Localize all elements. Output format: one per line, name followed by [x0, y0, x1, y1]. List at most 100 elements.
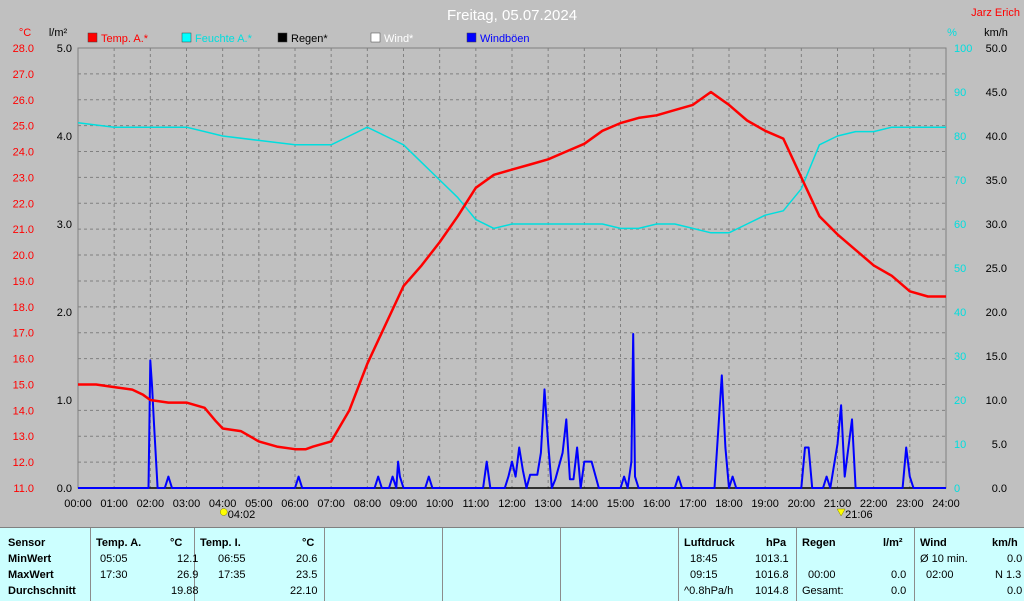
sunrise-icon: [220, 508, 228, 516]
temp-tick-label: 17.0: [13, 328, 34, 340]
x-tick-label: 13:00: [534, 498, 562, 510]
legend-label: Feuchte A.*: [195, 33, 253, 45]
temp-i-header: Temp. I.: [200, 537, 241, 549]
temp-tick-label: 13.0: [13, 431, 34, 443]
pressure-trend: ^0.8hPa/h: [684, 585, 734, 597]
x-tick-label: 19:00: [751, 498, 779, 510]
humidity-tick-label: 100: [954, 43, 972, 55]
row-label-max: MaxWert: [8, 569, 54, 581]
wind-tick-label: 15.0: [986, 351, 1007, 363]
humidity-tick-label: 90: [954, 87, 966, 99]
row-label-avg: Durchschnitt: [8, 585, 76, 597]
wind-axis-unit: km/h: [984, 27, 1008, 39]
wind-tick-label: 50.0: [986, 43, 1007, 55]
rain-max-value: 0.0: [891, 569, 907, 581]
wind-gust-line: [78, 333, 946, 489]
rain-header: Regen: [802, 537, 836, 549]
temp-i-max-time: 17:35: [218, 569, 246, 581]
pressure-unit: hPa: [766, 537, 787, 549]
x-tick-label: 02:00: [137, 498, 165, 510]
humidity-tick-label: 70: [954, 175, 966, 187]
wind-avg2-value: 0.0: [1007, 585, 1023, 597]
x-tick-label: 22:00: [860, 498, 888, 510]
wind-avg-value: 0.0: [1007, 553, 1023, 565]
rain-tick-label: 2.0: [57, 307, 72, 319]
wind-avg-label: Ø 10 min.: [920, 553, 968, 565]
row-label-min: MinWert: [8, 553, 52, 565]
x-tick-label: 20:00: [788, 498, 816, 510]
legend-swatch: [181, 32, 192, 43]
rain-tick-label: 1.0: [57, 395, 72, 407]
wind-unit: km/h: [992, 537, 1018, 549]
chart-author: Jarz Erich: [971, 7, 1020, 19]
temp-axis-unit: °C: [19, 27, 31, 39]
temp-i-avg-value: 22.10: [290, 585, 318, 597]
pressure-min-time: 18:45: [690, 553, 718, 565]
legend-swatch: [277, 32, 288, 43]
temperature-line: [78, 90, 946, 451]
temp-i-min-value: 20.6: [296, 553, 318, 565]
x-tick-label: 01:00: [100, 498, 128, 510]
table-divider: [442, 528, 443, 601]
table-divider: [324, 528, 325, 601]
table-divider: [560, 528, 561, 601]
humidity-tick-label: 80: [954, 131, 966, 143]
table-divider: [194, 528, 195, 601]
table-divider: [90, 528, 91, 601]
sensor-header: Sensor: [8, 537, 46, 549]
rain-tick-label: 4.0: [57, 131, 72, 143]
sunset-icon: [836, 508, 846, 517]
wind-tick-label: 40.0: [986, 131, 1007, 143]
x-tick-label: 12:00: [498, 498, 526, 510]
legend-swatch: [370, 32, 381, 43]
rain-axis-unit: l/m²: [49, 27, 68, 39]
legend-label: Windböen: [480, 33, 530, 45]
temp-tick-label: 26.0: [13, 95, 34, 107]
x-tick-label: 17:00: [679, 498, 707, 510]
temp-tick-label: 16.0: [13, 354, 34, 366]
humidity-line: [77, 122, 946, 234]
humidity-tick-label: 0: [954, 483, 960, 495]
sunrise-label: 04:02: [228, 509, 256, 521]
humidity-tick-label: 10: [954, 439, 966, 451]
pressure-max-time: 09:15: [690, 569, 718, 581]
x-tick-label: 11:00: [462, 498, 489, 510]
wind-tick-label: 25.0: [986, 263, 1007, 275]
temp-tick-label: 18.0: [13, 302, 34, 314]
rain-total-label: Gesamt:: [802, 585, 844, 597]
x-tick-label: 24:00: [932, 498, 960, 510]
x-tick-label: 05:00: [245, 498, 273, 510]
legend-swatch: [87, 32, 98, 43]
temp-tick-label: 25.0: [13, 121, 34, 133]
temp-tick-label: 12.0: [13, 457, 34, 469]
x-tick-label: 09:00: [390, 498, 418, 510]
temp-tick-label: 22.0: [13, 198, 34, 210]
x-tick-label: 10:00: [426, 498, 454, 510]
weather-chart: 00:00 01:00 02:00 03:00 04:00 05:00 06:00 07:00…: [13, 7, 1020, 521]
wind-tick-label: 45.0: [986, 87, 1007, 99]
temp-a-min-time: 05:05: [100, 553, 128, 565]
temp-i-max-value: 23.5: [296, 569, 318, 581]
temp-tick-label: 21.0: [13, 224, 34, 236]
humidity-tick-label: 20: [954, 395, 966, 407]
x-tick-label: 03:00: [173, 498, 201, 510]
table-divider: [678, 528, 679, 601]
wind-tick-label: 5.0: [992, 439, 1007, 451]
rain-unit: l/m²: [883, 537, 903, 549]
x-tick-label: 18:00: [715, 498, 743, 510]
x-tick-label: 00:00: [64, 498, 92, 510]
humidity-axis-unit: %: [947, 27, 957, 39]
wind-max-value: N 1.3: [995, 569, 1022, 581]
temp-a-avg-value: 19.88: [171, 585, 199, 597]
x-tick-label: 04:00: [209, 498, 237, 510]
temp-tick-label: 14.0: [13, 405, 34, 417]
wind-tick-label: 10.0: [986, 395, 1007, 407]
pressure-min-value: 1013.1: [755, 553, 789, 565]
pressure-max-value: 1016.8: [755, 569, 789, 581]
humidity-tick-label: 40: [954, 307, 966, 319]
wind-header: Wind: [920, 537, 947, 549]
rain-total-value: 0.0: [891, 585, 907, 597]
temp-tick-label: 24.0: [13, 147, 34, 159]
statistics-table: Sensor MinWert MaxWert Durchschnitt Temp…: [0, 527, 1024, 601]
wind-max-time: 02:00: [926, 569, 954, 581]
